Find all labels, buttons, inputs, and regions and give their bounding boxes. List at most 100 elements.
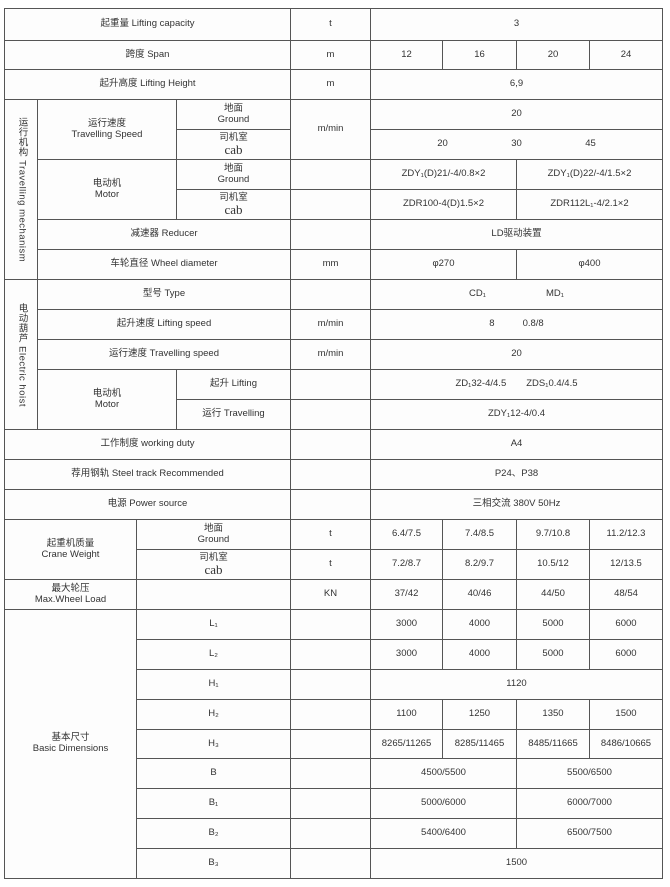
- travel-motor-label: 电动机 Motor: [37, 159, 177, 220]
- span-value-4-text: 24: [620, 48, 632, 60]
- hoist-lifting-speed-label-text: 起升速度 Lifting speed: [116, 318, 212, 330]
- crane-weight-ground-value-2: 7.4/8.5: [442, 519, 517, 550]
- travel-motor-ground-text: Ground: [217, 173, 250, 185]
- electric-hoist-side-label-text: 电动葫芦 Electric hoist: [16, 302, 28, 407]
- dimension-b1-value-2-text: 6000/7000: [567, 797, 612, 809]
- hoist-type-value: CD₁ MD₁: [370, 279, 663, 310]
- travel-motor-cab-text: 司机室: [219, 191, 248, 203]
- travel-motor-cab-value-1: ZDR100-4(D)1.5×2: [370, 189, 517, 220]
- working-duty-unit: [290, 429, 371, 460]
- dimension-l2-value-1: 3000: [370, 639, 443, 670]
- wheel-diameter-unit-text: mm: [322, 258, 339, 270]
- dimension-l2-value-4: 6000: [589, 639, 663, 670]
- reducer-unit: [290, 219, 371, 250]
- hoist-motor-label-text: 电动机: [92, 387, 122, 399]
- crane-weight-cab-unit: t: [290, 549, 371, 580]
- dimension-l2-value-2: 4000: [442, 639, 517, 670]
- dimension-b-value-2-text: 5500/6500: [567, 767, 612, 779]
- dimension-b2-value-2-text: 6500/7500: [567, 827, 612, 839]
- travel-motor-ground: 地面 Ground: [176, 159, 291, 190]
- lifting-capacity-unit: t: [290, 8, 371, 41]
- dimension-h3-value-3-text: 8485/11665: [528, 737, 578, 749]
- dimension-h2-value-2: 1250: [442, 699, 517, 730]
- dimension-h2-value-1-text: 1100: [396, 708, 417, 720]
- dimension-h1-value-text: 1120: [506, 678, 527, 690]
- wheel-diameter-value-1: φ270: [370, 249, 517, 280]
- dimension-h2-value-3: 1350: [516, 699, 590, 730]
- crane-weight-label: 起重机质量 Crane Weight: [4, 519, 137, 580]
- dimension-h3-unit: [290, 729, 371, 759]
- working-duty-label: 工作制度 working duty: [4, 429, 291, 460]
- travelling-mechanism-side-label-text: 运行机构 Travelling mechanism: [16, 116, 28, 263]
- dimension-b1-value-1: 5000/6000: [370, 788, 517, 819]
- travel-motor-ground-value-1-text: ZDY₁(D)21/-4/0.8×2: [401, 168, 486, 180]
- hoist-motor-lifting-value-text: ZDS₁0.4/4.5: [526, 378, 578, 390]
- working-duty-value-text: A4: [510, 438, 523, 450]
- dimension-l1-value-4-text: 6000: [615, 618, 637, 630]
- basic-dimensions-label-text: Basic Dimensions: [32, 743, 109, 754]
- max-wheel-load-value-2: 40/46: [442, 579, 517, 610]
- dimension-h3-value-2-text: 8285/11465: [454, 737, 505, 749]
- crane-weight-cab-value-2: 8.2/9.7: [442, 549, 517, 580]
- travelling-speed-ground: 地面 Ground: [176, 99, 291, 130]
- crane-weight-ground-unit: t: [290, 519, 371, 550]
- crane-weight-ground-value-2-text: 7.4/8.5: [464, 528, 495, 540]
- crane-weight-label-text: 起重机质量: [46, 537, 95, 549]
- dimension-b-value-2: 5500/6500: [516, 758, 663, 789]
- travel-motor-ground-value-2: ZDY₁(D)22/-4/1.5×2: [516, 159, 663, 190]
- dimension-b-label-text: B: [210, 767, 217, 779]
- span-unit: m: [290, 40, 371, 70]
- crane-weight-cab-text: 司机室: [199, 551, 228, 563]
- dimension-l1-label-text: L₁: [209, 618, 218, 630]
- travelling-mechanism-side-label: 运行机构 Travelling mechanism: [4, 99, 38, 280]
- span-unit-text: m: [326, 48, 335, 60]
- dimension-l2-label-text: L₂: [209, 648, 218, 660]
- crane-weight-ground-value-3-text: 9.7/10.8: [535, 528, 571, 540]
- max-wheel-load-value-1-text: 37/42: [394, 588, 419, 600]
- dimension-l1-unit: [290, 609, 371, 640]
- power-source-value-text: 三相交流 380V 50Hz: [472, 498, 561, 510]
- hoist-motor-travelling-label-text: 运行 Travelling: [202, 408, 265, 420]
- dimension-b1-value-2: 6000/7000: [516, 788, 663, 819]
- dimension-b2-value-1: 5400/6400: [370, 818, 517, 849]
- crane-weight-ground-value-4: 11.2/12.3: [589, 519, 663, 550]
- travelling-speed-cab-text: cab: [224, 142, 243, 158]
- dimension-h3-label-text: H₃: [208, 737, 219, 749]
- lifting-capacity-value-text: 3: [513, 18, 520, 30]
- hoist-motor-travelling-label: 运行 Travelling: [176, 399, 291, 430]
- travelling-speed-cab-value-3-text: 45: [585, 138, 596, 150]
- travel-motor-ground-unit: [290, 159, 371, 190]
- max-wheel-load-label-text: 最大轮压: [51, 582, 90, 594]
- travel-motor-cab-value-2-text: ZDR112L₁-4/2.1×2: [550, 198, 629, 210]
- span-value-4: 24: [589, 40, 663, 70]
- travel-motor-cab-value-2: ZDR112L₁-4/2.1×2: [516, 189, 663, 220]
- crane-weight-ground-value-1-text: 6.4/7.5: [391, 528, 422, 540]
- lifting-capacity-label-text: 起重量 Lifting capacity: [100, 18, 195, 30]
- span-value-1-text: 12: [401, 48, 412, 60]
- crane-weight-cab: 司机室 cab: [136, 549, 291, 580]
- span-value-2-text: 16: [474, 48, 485, 60]
- max-wheel-load-value-2-text: 40/46: [467, 588, 492, 600]
- hoist-travelling-speed-unit-text: m/min: [317, 348, 344, 360]
- crane-weight-cab-value-4-text: 12/13.5: [610, 558, 642, 570]
- travelling-speed-cab-text: 司机室: [219, 131, 248, 143]
- crane-weight-cab-value-1-text: 7.2/8.7: [391, 558, 422, 570]
- hoist-travelling-speed-value-text: 20: [511, 348, 522, 360]
- max-wheel-load-sub: [136, 579, 291, 610]
- lifting-height-label-text: 起升高度 Lifting Height: [99, 78, 196, 90]
- crane-weight-cab-value-1: 7.2/8.7: [370, 549, 443, 580]
- dimension-b3-value-text: 1500: [505, 857, 528, 869]
- span-value-1: 12: [370, 40, 443, 70]
- dimension-b3-value: 1500: [370, 848, 663, 879]
- hoist-lifting-speed-unit-text: m/min: [317, 318, 344, 330]
- hoist-motor-lifting-value-text: ZD₁32-4/4.5: [455, 378, 507, 390]
- max-wheel-load-unit: KN: [290, 579, 371, 610]
- dimension-l2-value-3-text: 5000: [542, 648, 564, 660]
- hoist-lifting-speed-value-text: 8: [489, 318, 495, 330]
- travel-motor-ground-value-1: ZDY₁(D)21/-4/0.8×2: [370, 159, 517, 190]
- span-label: 跨度 Span: [4, 40, 291, 70]
- crane-weight-ground-value-1: 6.4/7.5: [370, 519, 443, 550]
- steel-track-label-text: 荐用钢轨 Steel track Recommended: [71, 468, 224, 480]
- travel-motor-ground-value-2-text: ZDY₁(D)22/-4/1.5×2: [547, 168, 632, 180]
- hoist-type-label: 型号 Type: [37, 279, 291, 310]
